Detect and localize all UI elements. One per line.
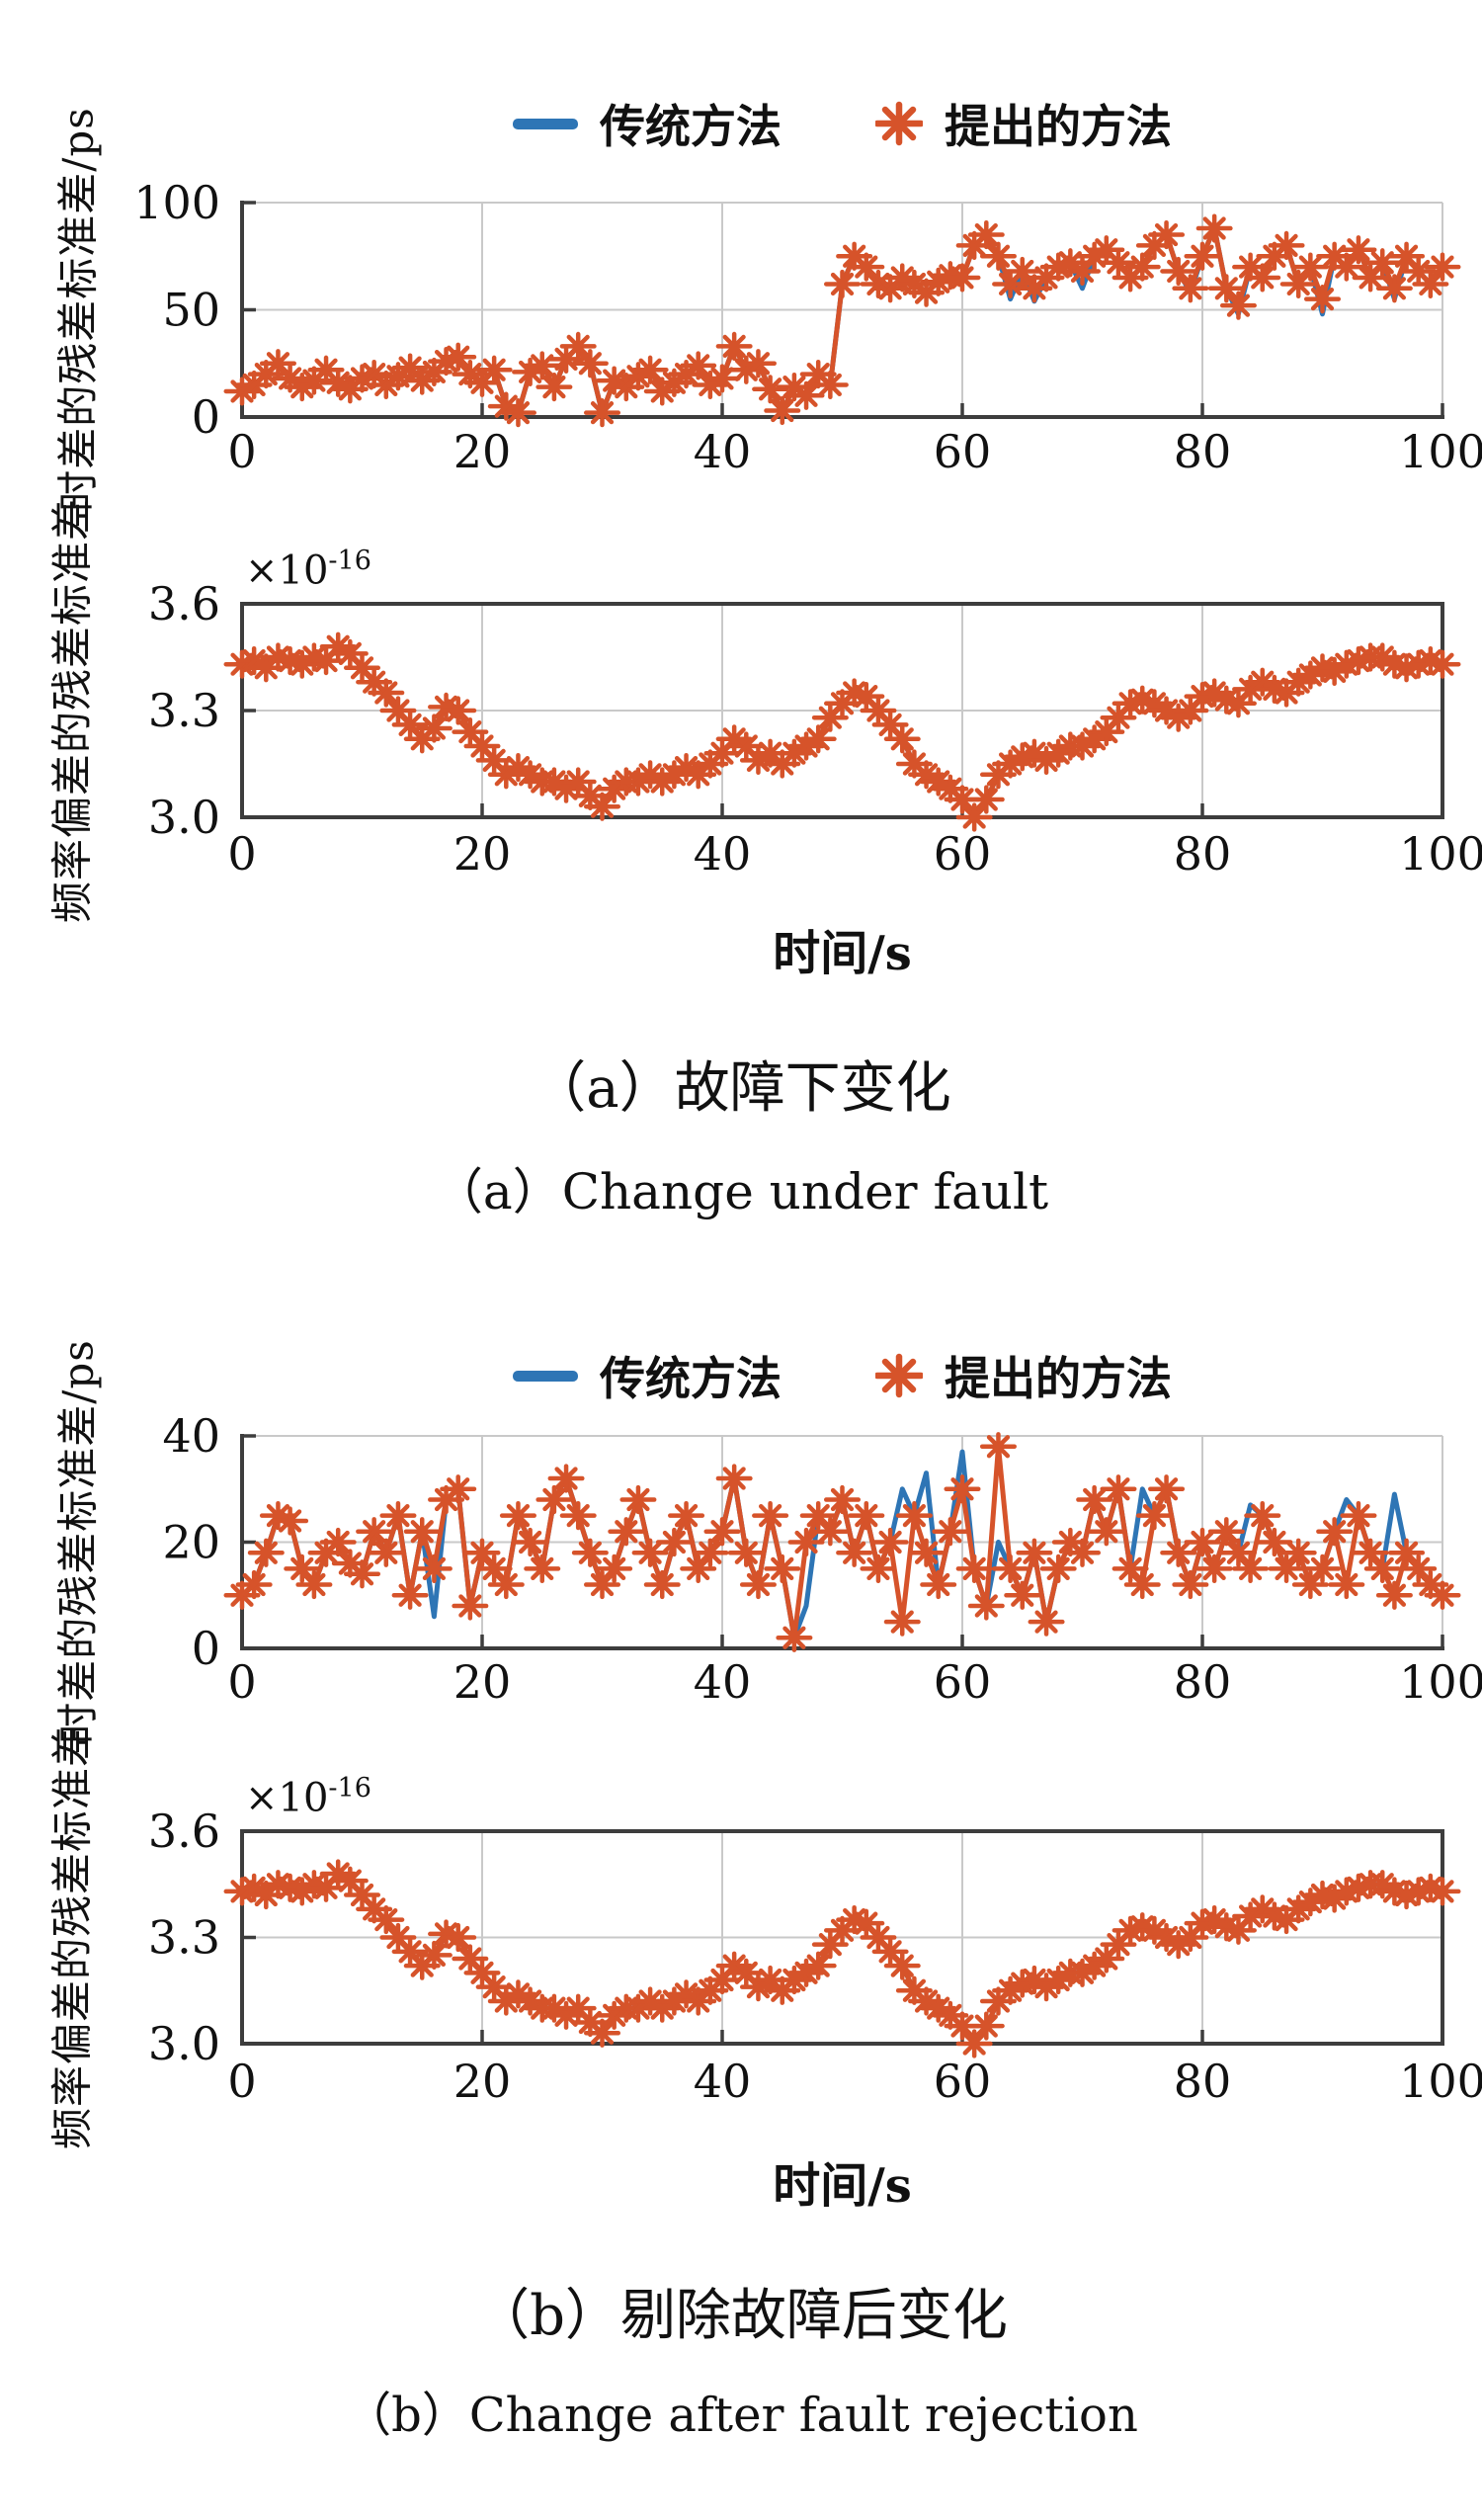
legend-item-proposed: 提出的方法	[875, 91, 1172, 156]
traditional-line-swatch	[513, 118, 578, 129]
svg-text:60: 60	[934, 2055, 992, 2108]
chart-b-time-residual: 0 20 40 0 20 40 60 80 100	[162, 1409, 1482, 1709]
svg-text:3.3: 3.3	[148, 684, 220, 737]
svg-text:0: 0	[227, 425, 256, 478]
legend-label-proposed: 提出的方法	[945, 100, 1172, 153]
svg-text:80: 80	[1174, 425, 1232, 478]
svg-text:0: 0	[227, 2055, 256, 2108]
proposed-asterisk-icon	[875, 101, 923, 146]
chart-b-freq-residual: 3.0 3.3 3.6 0 20 40 60 80 100	[148, 1805, 1482, 2108]
svg-text:20: 20	[162, 1516, 220, 1569]
legend-label-traditional: 传统方法	[600, 1352, 782, 1405]
legend-a: 传统方法 提出的方法	[242, 94, 1442, 153]
svg-text:0: 0	[227, 1655, 256, 1709]
svg-text:60: 60	[934, 1655, 992, 1709]
svg-text:100: 100	[1399, 827, 1482, 881]
svg-text:3.0: 3.0	[148, 2017, 220, 2070]
svg-text:40: 40	[694, 2055, 752, 2108]
svg-text:40: 40	[694, 425, 752, 478]
svg-text:3.0: 3.0	[148, 791, 220, 844]
caption-a-zh: （a）故障下变化	[531, 1056, 951, 1121]
legend-item-traditional: 传统方法	[513, 1343, 782, 1408]
svg-text:40: 40	[694, 827, 752, 881]
svg-text:100: 100	[133, 176, 220, 229]
chart-a-freq-residual: 3.0 3.3 3.6 0 20 40 60 80 100	[148, 577, 1482, 881]
scale-exponent: -16	[328, 1773, 371, 1804]
svg-text:3.6: 3.6	[148, 577, 220, 630]
svg-text:0: 0	[192, 1622, 220, 1675]
svg-text:3.6: 3.6	[148, 1805, 220, 1858]
scale-base: ×10	[245, 1775, 329, 1821]
svg-text:20: 20	[453, 1655, 512, 1709]
xlabel-a: 时间/s	[773, 926, 912, 981]
svg-text:40: 40	[694, 1655, 752, 1709]
caption-b-zh: （b）剔除故障后变化	[474, 2284, 1008, 2348]
svg-text:60: 60	[934, 425, 992, 478]
svg-text:60: 60	[934, 827, 992, 881]
svg-text:80: 80	[1174, 2055, 1232, 2108]
proposed-asterisk-icon	[875, 1353, 923, 1398]
traditional-line-swatch	[513, 1370, 578, 1382]
legend-label-traditional: 传统方法	[600, 100, 782, 153]
legend-label-proposed: 提出的方法	[945, 1352, 1172, 1405]
svg-text:0: 0	[192, 390, 220, 444]
svg-text:100: 100	[1399, 2055, 1482, 2108]
xlabel-b: 时间/s	[773, 2158, 912, 2214]
svg-text:0: 0	[227, 827, 256, 881]
scale-exponent: -16	[328, 546, 371, 576]
svg-text:100: 100	[1399, 1655, 1482, 1709]
scale-annotation-b: ×10-16	[245, 1773, 371, 1820]
scale-annotation-a: ×10-16	[245, 546, 371, 593]
legend-b: 传统方法 提出的方法	[242, 1346, 1442, 1405]
svg-text:20: 20	[453, 2055, 512, 2108]
svg-text:40: 40	[162, 1409, 220, 1463]
chart-a-time-residual: 0 50 100 0 20 40 60 80 100	[133, 176, 1482, 478]
legend-item-proposed: 提出的方法	[875, 1343, 1172, 1408]
svg-text:3.3: 3.3	[148, 1911, 220, 1965]
svg-text:20: 20	[453, 827, 512, 881]
legend-item-traditional: 传统方法	[513, 91, 782, 156]
svg-text:80: 80	[1174, 1655, 1232, 1709]
caption-a-en: （a）Change under fault	[433, 1163, 1049, 1220]
svg-text:50: 50	[162, 284, 220, 337]
svg-text:80: 80	[1174, 827, 1232, 881]
svg-text:20: 20	[453, 425, 512, 478]
scale-base: ×10	[245, 547, 329, 594]
svg-text:100: 100	[1399, 425, 1482, 478]
caption-b-en: （b）Change after fault rejection	[344, 2388, 1138, 2443]
